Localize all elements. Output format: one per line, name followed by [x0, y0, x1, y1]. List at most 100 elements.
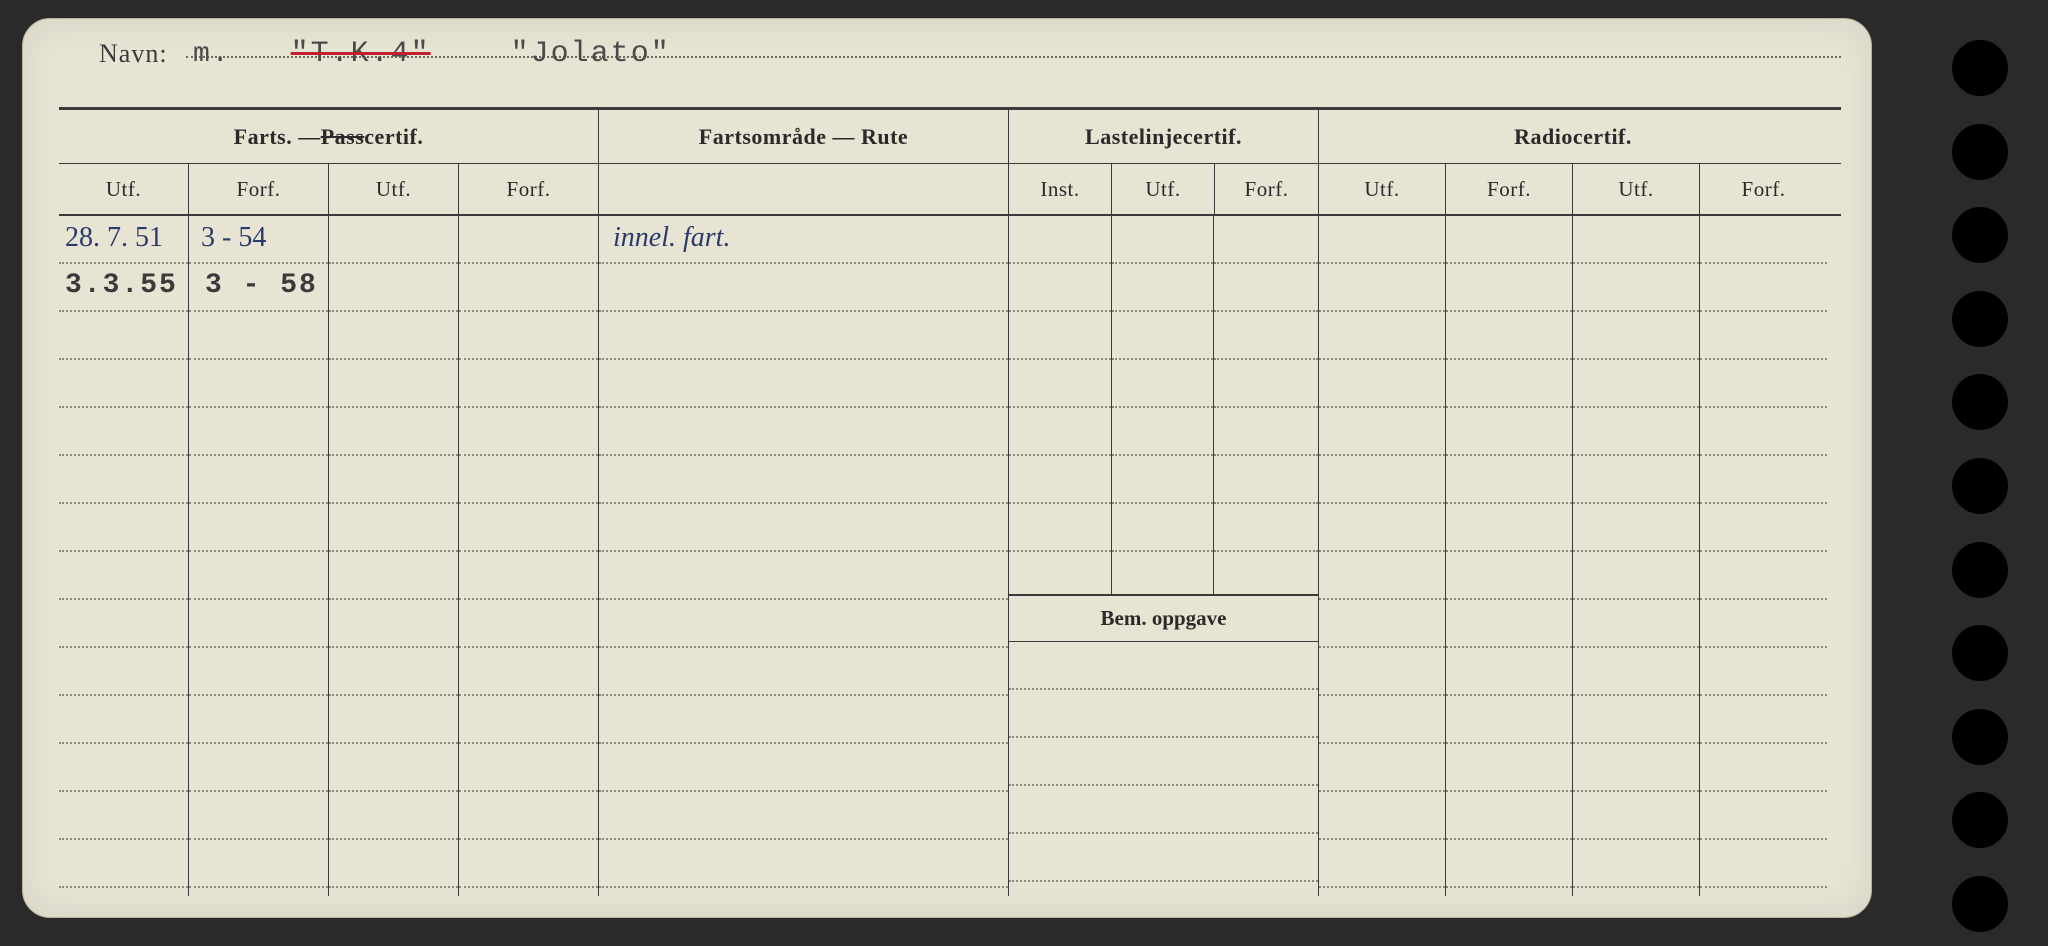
dotted-row [59, 792, 188, 840]
dotted-row [59, 456, 188, 504]
dotted-row [1700, 648, 1827, 696]
punch-hole [1952, 458, 2008, 514]
punch-hole [1952, 542, 2008, 598]
dotted-row [459, 456, 598, 504]
dotted-row [1009, 738, 1318, 786]
dotted-row [1446, 648, 1572, 696]
dotted-row [459, 504, 598, 552]
dotted-row [1573, 504, 1699, 552]
rows-radio-utf1 [1319, 216, 1445, 896]
dotted-row [1573, 600, 1699, 648]
dotted-row [599, 360, 1008, 408]
laste-utf [1112, 216, 1215, 594]
dotted-row [1319, 840, 1445, 888]
dotted-row [1319, 216, 1445, 264]
dotted-row [1009, 642, 1318, 690]
dotted-row [459, 696, 598, 744]
sub-forf1: Forf. [189, 164, 329, 214]
dotted-row [1573, 648, 1699, 696]
dotted-row [1214, 408, 1318, 456]
sub-rute-blank [599, 164, 1009, 214]
dotted-row [1009, 690, 1318, 738]
rows-laste-utf [1112, 216, 1214, 594]
dotted-row [1573, 360, 1699, 408]
dotted-row [1009, 408, 1111, 456]
rows-utf1 [59, 216, 188, 896]
punch-strip [1878, 0, 2048, 946]
dotted-row [1319, 312, 1445, 360]
dotted-row [1214, 504, 1318, 552]
header-radio: Radiocertif. [1319, 110, 1827, 163]
dotted-row [599, 792, 1008, 840]
dotted-row [329, 744, 458, 792]
dotted-row [1700, 552, 1827, 600]
header-pass-struck: Pass [321, 124, 365, 150]
radio-forf2 [1700, 216, 1827, 896]
dotted-row [459, 600, 598, 648]
name-value: m. "T.K.4" "Jolato" [193, 37, 671, 71]
dotted-row [1446, 456, 1572, 504]
dotted-row [1112, 504, 1214, 552]
dotted-row [1446, 840, 1572, 888]
rows-radio-forf2 [1700, 216, 1827, 896]
dotted-row [189, 312, 328, 360]
dotted-row [459, 216, 598, 264]
dotted-row [189, 408, 328, 456]
dotted-row [59, 600, 188, 648]
dotted-row [1446, 504, 1572, 552]
name-prefix: m. [193, 39, 231, 70]
dotted-row [459, 360, 598, 408]
dotted-row [599, 696, 1008, 744]
dotted-row [1446, 408, 1572, 456]
dotted-row [59, 504, 188, 552]
dotted-row [1214, 456, 1318, 504]
dotted-row [459, 552, 598, 600]
bem-header: Bem. oppgave [1009, 596, 1318, 642]
dotted-row [1573, 264, 1699, 312]
entry-r1-utf: 28. 7. 51 [65, 222, 163, 254]
dotted-row [1009, 360, 1111, 408]
dotted-row [1700, 504, 1827, 552]
name-current: "Jolato" [511, 37, 671, 71]
sub-utf2: Utf. [329, 164, 459, 214]
dotted-row [329, 216, 458, 264]
dotted-row [1700, 600, 1827, 648]
sub-rutf2: Utf. [1573, 164, 1700, 214]
dotted-row [1009, 786, 1318, 834]
dotted-row [1446, 264, 1572, 312]
dotted-row [459, 408, 598, 456]
dotted-row [599, 744, 1008, 792]
dotted-row [1446, 360, 1572, 408]
dotted-row [1009, 834, 1318, 882]
dotted-row [459, 648, 598, 696]
dotted-row [599, 552, 1008, 600]
dotted-row [329, 456, 458, 504]
dotted-row [1112, 360, 1214, 408]
dotted-row [1573, 696, 1699, 744]
header-farts: Farts. — Pass certif. [59, 110, 599, 163]
dotted-row [1319, 792, 1445, 840]
form-grid: Farts. — Pass certif. Fartsområde — Rute… [59, 107, 1841, 897]
name-label: Navn: [99, 39, 168, 69]
dotted-row [1112, 408, 1214, 456]
sub-rutf1: Utf. [1319, 164, 1446, 214]
dotted-row [329, 792, 458, 840]
dotted-row [1112, 216, 1214, 264]
header-farts-text: Farts. — [234, 124, 321, 150]
dotted-row [1112, 264, 1214, 312]
dotted-row [1573, 744, 1699, 792]
col-laste: Bem. oppgave [1009, 216, 1319, 896]
header-laste: Lastelinjecertif. [1009, 110, 1319, 163]
dotted-row [59, 312, 188, 360]
header-row-sub: Utf. Forf. Utf. Forf. Inst. Utf. Forf. U… [59, 164, 1841, 216]
dotted-row [189, 792, 328, 840]
dotted-row [189, 744, 328, 792]
dotted-row [1319, 600, 1445, 648]
sub-lforf: Forf. [1215, 164, 1319, 214]
rows-rute [599, 216, 1008, 896]
dotted-row [59, 648, 188, 696]
punch-hole [1952, 792, 2008, 848]
entry-r2-utf: 3.3.55 [65, 270, 178, 301]
dotted-row [1112, 312, 1214, 360]
col-utf1: 28. 7. 51 3.3.55 [59, 216, 189, 896]
